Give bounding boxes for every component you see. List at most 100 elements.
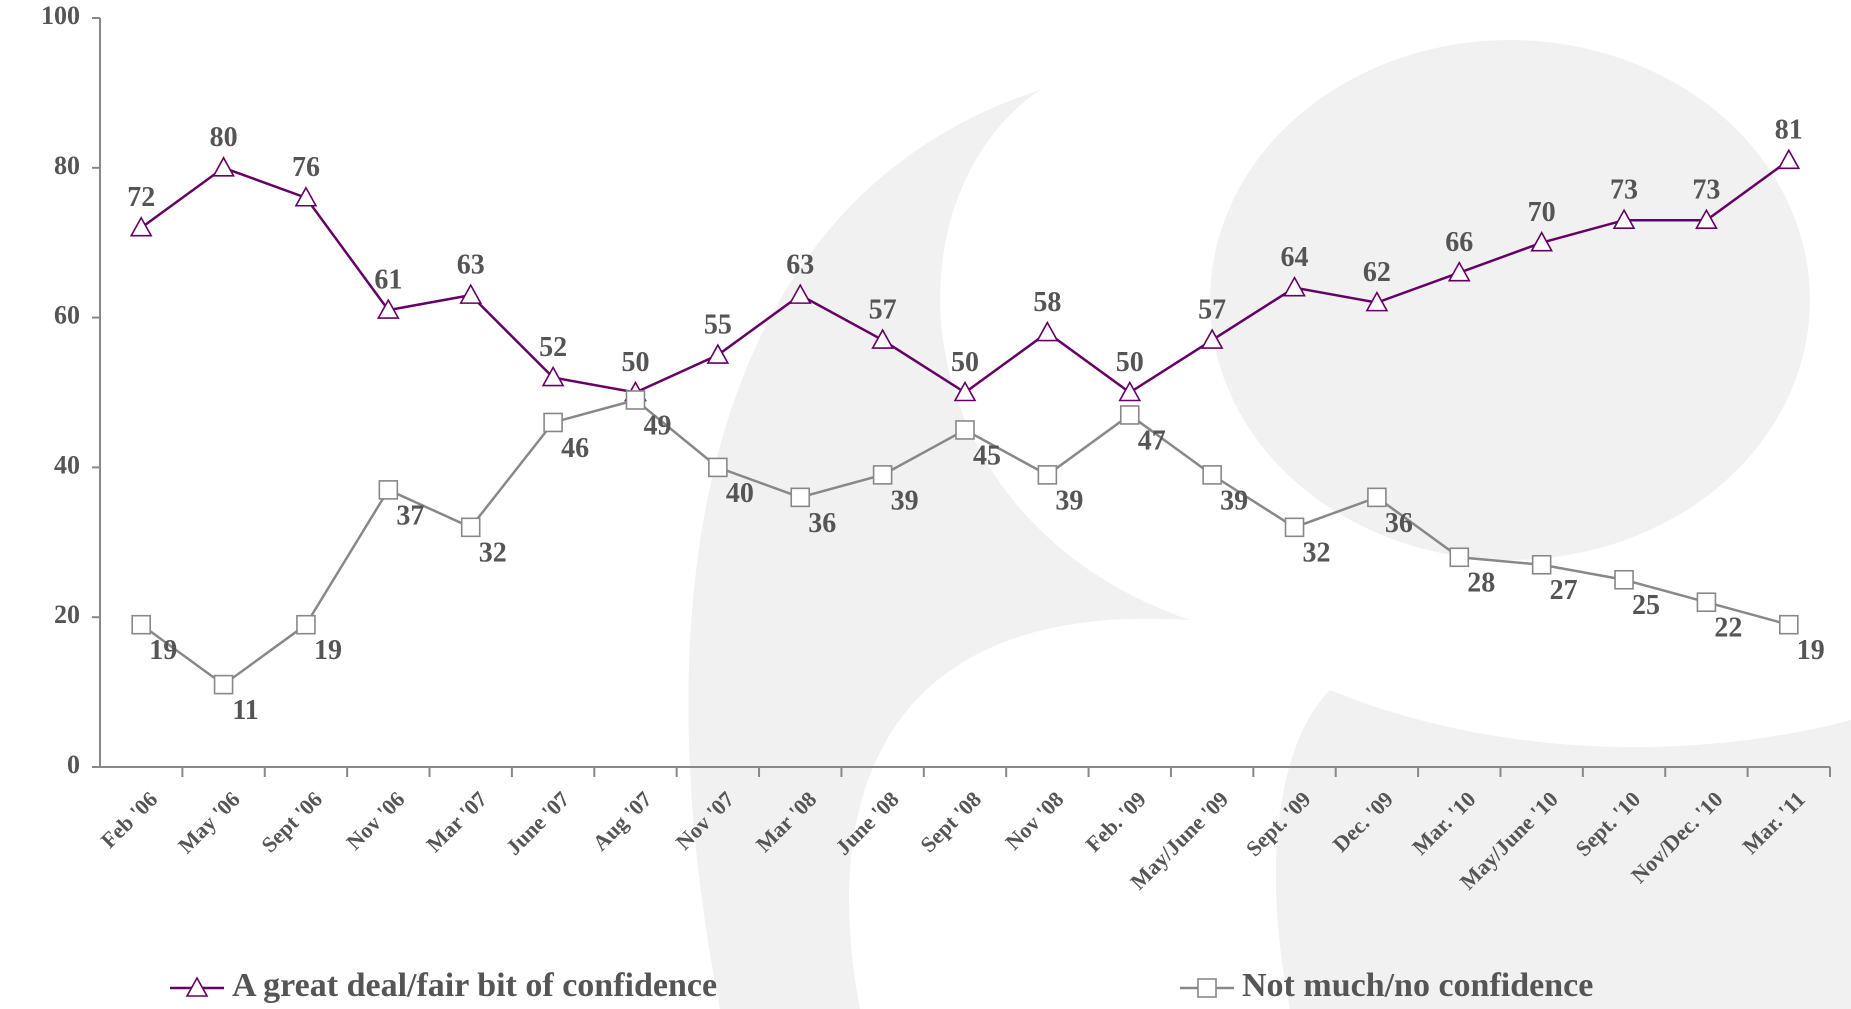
data-label: 62 (1363, 257, 1391, 288)
data-label: 57 (869, 294, 897, 325)
x-tick-label: Sept '08 (915, 786, 986, 857)
point-marker (872, 465, 893, 485)
point-marker (296, 614, 316, 635)
data-label: 50 (621, 347, 649, 378)
point-marker (625, 390, 646, 410)
x-tick-label: Sept '06 (256, 786, 327, 857)
point-marker (1284, 517, 1305, 538)
point-marker (706, 343, 730, 364)
point-marker (131, 614, 151, 635)
legend-label: A great deal/fair bit of confidence (232, 967, 717, 1004)
data-label: 55 (704, 309, 732, 340)
point-marker (1531, 554, 1552, 575)
point-marker (294, 186, 318, 207)
data-label: 73 (1610, 175, 1638, 206)
point-marker (1036, 320, 1059, 342)
point-marker (1530, 231, 1554, 252)
data-label: 80 (210, 122, 238, 153)
watermark-shape (688, 90, 1190, 1009)
legend-marker (185, 976, 209, 997)
point-marker (1696, 592, 1717, 613)
point-marker (1367, 487, 1387, 508)
point-marker (708, 457, 728, 478)
point-marker (460, 517, 481, 538)
data-label: 40 (726, 478, 754, 509)
data-label: 46 (561, 433, 589, 464)
point-marker (1037, 465, 1058, 485)
point-marker (1118, 380, 1142, 402)
data-label: 52 (539, 332, 567, 363)
data-label: 19 (314, 635, 342, 666)
point-marker (1202, 465, 1222, 485)
point-marker (541, 365, 565, 387)
data-label: 36 (808, 508, 836, 539)
x-tick-label: June '07 (501, 786, 574, 859)
data-label: 32 (1303, 538, 1331, 569)
point-marker (1200, 328, 1224, 349)
data-label: 76 (292, 152, 320, 183)
x-tick-label: Nov '08 (1000, 786, 1068, 854)
data-label: 61 (374, 265, 402, 296)
point-marker (1779, 614, 1799, 635)
y-tick-label: 80 (54, 151, 80, 180)
point-marker (212, 156, 235, 177)
watermark (688, 40, 1851, 1009)
point-marker (1612, 208, 1636, 230)
point-marker (1777, 148, 1801, 170)
x-tick-label: Feb. '09 (1080, 786, 1150, 856)
point-marker (1449, 547, 1470, 568)
data-label: 66 (1445, 227, 1473, 258)
data-label: 39 (891, 485, 919, 516)
data-label: 73 (1692, 175, 1720, 206)
data-label: 45 (973, 440, 1001, 471)
y-tick-label: 20 (54, 600, 80, 629)
point-marker (378, 480, 399, 500)
data-label: 50 (951, 347, 979, 378)
data-label: 63 (786, 250, 814, 281)
y-tick-label: 40 (54, 450, 80, 479)
data-label: 27 (1550, 575, 1578, 606)
x-tick-label: Feb '06 (96, 786, 163, 853)
x-tick-label: Aug '07 (587, 786, 656, 855)
point-marker (1283, 275, 1306, 297)
data-label: 36 (1385, 508, 1413, 539)
point-marker (871, 328, 894, 349)
point-marker (955, 420, 975, 440)
data-label: 49 (643, 410, 671, 441)
data-label: 39 (1055, 485, 1083, 516)
data-label: 11 (232, 695, 258, 726)
point-marker (953, 380, 977, 402)
data-label: 50 (1116, 347, 1144, 378)
y-tick-label: 60 (54, 301, 80, 330)
point-marker (459, 283, 483, 304)
data-label: 25 (1632, 590, 1660, 621)
point-marker (790, 487, 811, 508)
x-tick-label: Nov '06 (341, 786, 409, 854)
data-label: 19 (149, 635, 177, 666)
point-marker (543, 412, 563, 433)
data-label: 70 (1528, 197, 1556, 228)
data-label: 39 (1220, 485, 1248, 516)
data-label: 72 (127, 182, 155, 213)
data-label: 19 (1797, 635, 1825, 666)
data-label: 47 (1138, 425, 1166, 456)
x-tick-label: Mar '07 (421, 786, 492, 857)
point-marker (1119, 405, 1140, 425)
point-marker (1447, 261, 1471, 282)
data-label: 28 (1467, 568, 1495, 599)
data-label: 81 (1775, 115, 1803, 146)
data-label: 57 (1198, 294, 1226, 325)
y-tick-label: 100 (41, 1, 80, 30)
y-tick-label: 0 (67, 750, 80, 779)
data-label: 22 (1714, 613, 1742, 644)
point-marker (376, 298, 400, 319)
legend-label: Not much/no confidence (1242, 967, 1593, 1004)
x-tick-label: May '06 (173, 786, 245, 858)
point-marker (1695, 208, 1718, 230)
point-marker (213, 674, 234, 695)
data-label: 63 (457, 250, 485, 281)
data-label: 58 (1033, 287, 1061, 318)
point-marker (1365, 290, 1389, 312)
point-marker (129, 216, 153, 237)
